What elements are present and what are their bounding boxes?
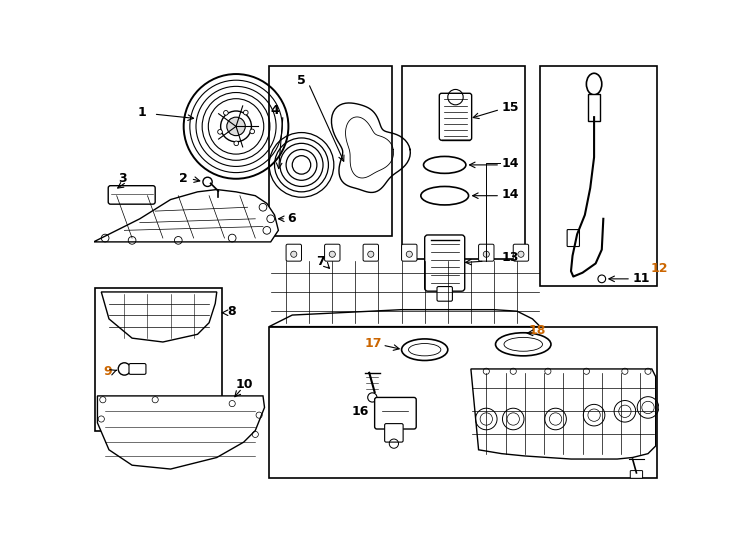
Circle shape: [445, 251, 451, 257]
Text: 11: 11: [633, 272, 650, 285]
FancyBboxPatch shape: [374, 397, 416, 429]
Text: 1: 1: [138, 106, 147, 119]
Bar: [540, 66, 657, 286]
Text: 12: 12: [650, 262, 668, 275]
Text: 15: 15: [501, 100, 519, 113]
FancyBboxPatch shape: [385, 423, 403, 442]
FancyBboxPatch shape: [437, 287, 452, 301]
FancyBboxPatch shape: [588, 94, 600, 121]
Circle shape: [224, 111, 228, 115]
Text: 16: 16: [352, 405, 369, 418]
Text: 18: 18: [528, 324, 546, 337]
Circle shape: [227, 117, 245, 136]
Circle shape: [218, 130, 222, 134]
Bar: [269, 327, 657, 477]
FancyBboxPatch shape: [324, 244, 340, 261]
FancyBboxPatch shape: [129, 363, 146, 374]
Bar: [269, 66, 393, 236]
Text: 3: 3: [118, 172, 127, 185]
Polygon shape: [269, 309, 540, 327]
Text: 14: 14: [501, 157, 519, 170]
Text: 2: 2: [179, 172, 188, 185]
Polygon shape: [471, 369, 655, 459]
Bar: [95, 288, 222, 430]
Circle shape: [406, 251, 413, 257]
FancyBboxPatch shape: [108, 186, 155, 204]
Text: 10: 10: [236, 378, 253, 391]
Circle shape: [518, 251, 524, 257]
Text: 5: 5: [297, 73, 306, 87]
FancyBboxPatch shape: [479, 244, 494, 261]
Circle shape: [234, 141, 239, 146]
Circle shape: [291, 251, 297, 257]
FancyBboxPatch shape: [567, 230, 579, 247]
Circle shape: [368, 251, 374, 257]
Polygon shape: [94, 190, 278, 242]
FancyBboxPatch shape: [440, 244, 456, 261]
Text: 7: 7: [316, 255, 325, 268]
FancyBboxPatch shape: [440, 93, 472, 140]
Circle shape: [483, 251, 490, 257]
Text: 8: 8: [227, 305, 236, 318]
FancyBboxPatch shape: [631, 470, 642, 478]
Text: 9: 9: [103, 364, 112, 378]
Polygon shape: [98, 396, 264, 469]
FancyBboxPatch shape: [425, 235, 465, 291]
Circle shape: [330, 251, 335, 257]
Text: 17: 17: [365, 337, 382, 350]
Circle shape: [250, 129, 255, 134]
Polygon shape: [101, 292, 217, 342]
Text: 14: 14: [501, 188, 519, 201]
Text: 4: 4: [270, 105, 279, 118]
Text: 13: 13: [501, 251, 519, 264]
FancyBboxPatch shape: [401, 244, 417, 261]
FancyBboxPatch shape: [363, 244, 379, 261]
Text: 6: 6: [288, 212, 297, 225]
FancyBboxPatch shape: [286, 244, 302, 261]
Circle shape: [244, 110, 248, 115]
Bar: [401, 66, 525, 259]
FancyBboxPatch shape: [513, 244, 528, 261]
